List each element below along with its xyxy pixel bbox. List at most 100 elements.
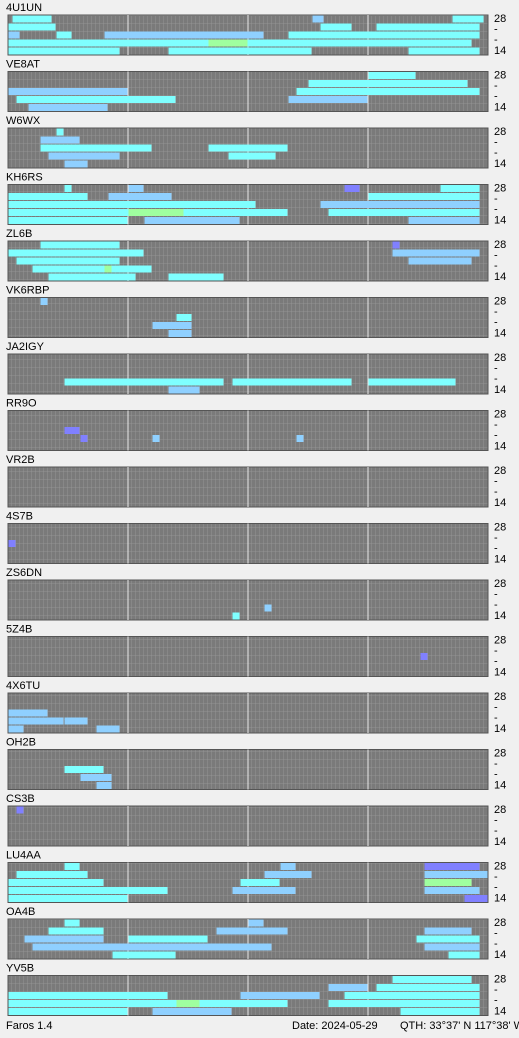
band-label: - (494, 825, 498, 837)
band-label: 14 (494, 779, 506, 791)
signal-cell (424, 871, 488, 878)
signal-cell (128, 185, 144, 192)
band-label: - (494, 250, 498, 262)
signal-cell (64, 863, 80, 870)
station-name: 4U1UN (6, 2, 42, 14)
band-label: 28 (494, 13, 506, 25)
signal-cell (56, 31, 72, 39)
signal-cell (328, 209, 480, 216)
band-label: - (494, 147, 498, 159)
signal-cell (8, 992, 168, 999)
band-label: 14 (494, 45, 506, 57)
station-name: 4S7B (6, 510, 33, 522)
signal-cell (40, 298, 48, 305)
band-label: 28 (494, 804, 506, 816)
signal-cell (128, 935, 208, 943)
signal-cell (152, 1008, 232, 1015)
band-label: 14 (494, 666, 506, 678)
band-label: - (494, 24, 498, 36)
signal-cell (232, 612, 240, 620)
band-label: - (494, 645, 498, 657)
station-name: W6WX (6, 115, 41, 127)
band-label: - (494, 137, 498, 149)
signal-cell (64, 160, 88, 168)
signal-cell (296, 88, 480, 95)
band-label: - (494, 193, 498, 205)
station-name: VK6RBP (6, 284, 49, 296)
signal-cell (280, 863, 296, 870)
signal-cell (232, 378, 352, 386)
station-name: VE8AT (6, 58, 40, 70)
signal-cell (64, 919, 80, 927)
station-name: KH6RS (6, 171, 43, 183)
signal-cell (400, 1008, 480, 1015)
signal-cell (264, 604, 272, 612)
signal-cell (408, 47, 480, 55)
signal-cell (96, 782, 112, 789)
signal-cell (16, 96, 176, 103)
band-label: 28 (494, 917, 506, 929)
band-label: 28 (494, 182, 506, 194)
signal-cell (208, 39, 248, 47)
band-label: - (494, 815, 498, 827)
signal-cell (64, 766, 104, 773)
signal-cell (408, 217, 480, 224)
band-label: - (494, 599, 498, 611)
signal-cell (376, 23, 480, 31)
signal-cell (8, 23, 56, 31)
band-label: - (494, 882, 498, 894)
band-label: - (494, 656, 498, 668)
station-name: VR2B (6, 454, 35, 466)
signal-cell (8, 249, 144, 257)
band-label: - (494, 589, 498, 601)
signal-cell (424, 887, 480, 894)
band-label: - (494, 306, 498, 318)
signal-cell (424, 879, 472, 886)
station-name: 5Z4B (6, 623, 32, 635)
signal-cell (8, 879, 104, 886)
band-label: 14 (494, 836, 506, 848)
band-label: - (494, 938, 498, 950)
station-name: JA2IGY (6, 341, 45, 353)
band-label: 28 (494, 521, 506, 533)
signal-cell (408, 257, 472, 265)
signal-cell (16, 257, 120, 265)
band-label: - (494, 486, 498, 498)
signal-cell (240, 879, 280, 886)
band-label: 28 (494, 578, 506, 590)
signal-cell (8, 88, 128, 95)
signal-cell (80, 435, 88, 442)
signal-cell (40, 241, 120, 249)
band-label: - (494, 532, 498, 544)
signal-cell (56, 128, 64, 136)
signal-cell (112, 951, 176, 959)
band-label: 28 (494, 465, 506, 477)
band-label: 28 (494, 408, 506, 420)
band-label: 28 (494, 69, 506, 81)
band-label: - (494, 928, 498, 940)
band-label: 28 (494, 352, 506, 364)
signal-cell (152, 435, 160, 442)
signal-cell (80, 774, 112, 781)
signal-cell (424, 927, 472, 935)
signal-cell (152, 322, 192, 329)
signal-cell (168, 273, 224, 281)
station-name: OA4B (6, 906, 35, 918)
signal-cell (440, 185, 480, 192)
signal-cell (420, 653, 428, 660)
band-label: - (494, 317, 498, 329)
signal-cell (216, 927, 288, 935)
signal-cell (464, 895, 488, 902)
band-label: 14 (494, 214, 506, 226)
signal-cell (368, 193, 480, 200)
signal-cell (312, 15, 324, 23)
station-name: ZS6DN (6, 567, 42, 579)
signal-cell (448, 951, 480, 959)
band-label: - (494, 91, 498, 103)
signal-cell (392, 976, 472, 983)
station-name: RR9O (6, 397, 37, 409)
band-label: - (494, 34, 498, 46)
signal-cell (8, 193, 88, 200)
signal-cell (308, 80, 468, 87)
